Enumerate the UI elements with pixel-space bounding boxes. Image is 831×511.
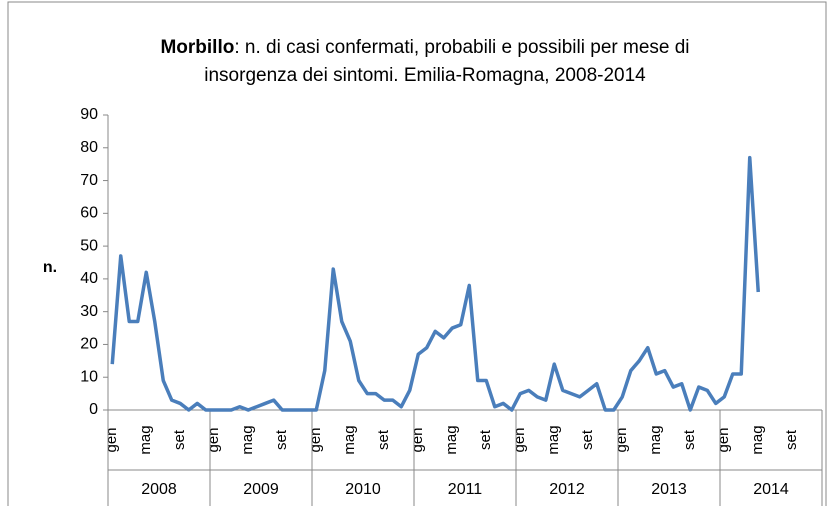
x-tick-label: set: [477, 429, 494, 450]
data-line: [110, 155, 760, 412]
y-tick-label: 80: [80, 139, 98, 156]
x-tick-label: mag: [647, 425, 664, 454]
x-tick-label: gen: [409, 427, 426, 452]
y-tick-label: 60: [80, 205, 98, 222]
y-tick-label: 40: [80, 270, 98, 287]
x-tick-label: mag: [443, 425, 460, 454]
x-tick-label: mag: [239, 425, 256, 454]
x-tick-label: gen: [613, 427, 630, 452]
title-text: : n. di casi confermati, probabili e pos…: [234, 37, 689, 58]
y-tick-label: 20: [80, 336, 98, 353]
year-label: 2011: [448, 481, 483, 498]
chart-title-line2: insorgenza dei sintomi. Emilia-Romagna, …: [204, 65, 646, 86]
x-tick-label: set: [171, 429, 188, 450]
chart-frame: [7, 1, 827, 506]
x-tick-label: set: [375, 429, 392, 450]
x-tick-label: gen: [103, 427, 120, 452]
year-label: 2009: [243, 481, 279, 498]
x-tick-label: gen: [307, 427, 324, 452]
year-label: 2008: [141, 481, 177, 498]
x-tick-label: set: [273, 429, 290, 450]
y-tick-label: 50: [80, 237, 98, 254]
y-tick-label: 90: [80, 106, 98, 123]
x-tick-label: set: [681, 429, 698, 450]
y-tick-label: 0: [89, 401, 98, 418]
x-tick-label: mag: [749, 425, 766, 454]
chart-title: Morbillo: n. di casi confermati, probabi…: [160, 37, 689, 58]
x-tick-label: gen: [205, 427, 222, 452]
year-label: 2014: [753, 481, 789, 498]
y-tick-label: 30: [80, 303, 98, 320]
year-label: 2012: [549, 481, 585, 498]
x-tick-label: gen: [715, 427, 732, 452]
year-label: 2013: [651, 481, 687, 498]
y-axis-label: n.: [43, 259, 57, 276]
x-tick-label: mag: [341, 425, 358, 454]
x-tick-label: set: [579, 429, 596, 450]
y-tick-label: 10: [80, 368, 98, 385]
title-bold: Morbillo: [160, 37, 234, 58]
y-tick-label: 70: [80, 172, 98, 189]
x-tick-label: set: [783, 429, 800, 450]
x-tick-label: mag: [545, 425, 562, 454]
year-label: 2010: [345, 481, 381, 498]
x-tick-label: mag: [137, 425, 154, 454]
x-tick-label: gen: [511, 427, 528, 452]
